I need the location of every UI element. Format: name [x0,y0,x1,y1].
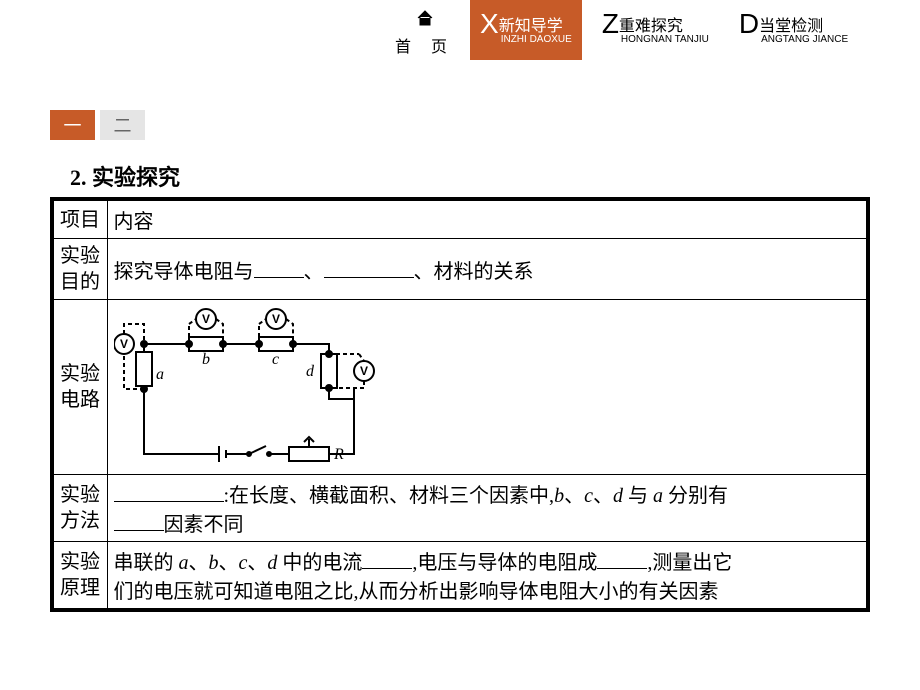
svg-text:V: V [119,337,127,351]
nav-home[interactable]: 首 页 [390,0,460,57]
nav-tab-pinyin: ANGTANG JIANCE [761,34,848,45]
nav-tab-cn: 重难探究 [619,12,683,36]
nav-tab-dangtang[interactable]: D 当堂检测 ANGTANG JIANCE [729,0,858,60]
blank-field [597,549,647,569]
svg-text:V: V [359,364,367,378]
row-method-label: 实验 方法 [52,475,107,542]
row-principle-content: 串联的 a、b、c、d 中的电流,电压与导体的电阻成,测量出它 们的电压就可知道… [107,542,868,611]
row-principle-label: 实验 原理 [52,542,107,611]
header-col2: 内容 [107,199,868,239]
row-circuit: 实验 电路 [52,300,868,475]
nav-tab-pinyin: INZHI DAOXUE [501,34,572,45]
section-tab-two[interactable]: 二 [100,110,145,140]
home-icon [390,10,460,31]
nav-tab-cn: 新知导学 [499,12,563,36]
nav-tab-big: D [739,8,759,40]
nav-tab-big: Z [602,8,619,40]
svg-text:R: R [333,446,344,463]
nav-tab-zhongnan[interactable]: Z 重难探究 HONGNAN TANJIU [592,0,719,60]
table-header-row: 项目 内容 [52,199,868,239]
circuit-diagram: a b c d R V V V V [114,304,384,464]
nav-tab-xinzhi[interactable]: X 新知导学 INZHI DAOXUE [470,0,582,60]
nav-tab-big: X [480,8,499,40]
blank-field [114,482,224,502]
experiment-table: 项目 内容 实验 目的 探究导体电阻与、、材料的关系 实验 电路 [50,197,870,612]
svg-text:V: V [271,312,279,326]
blank-field [362,549,412,569]
row-goal-label: 实验 目的 [52,239,107,300]
row-circuit-content: a b c d R V V V V [107,300,868,475]
nav-tab-cn: 当堂检测 [759,12,823,36]
blank-field [114,511,164,531]
nav-tab-pinyin: HONGNAN TANJIU [621,34,709,45]
blank-field [254,258,304,278]
row-method: 实验 方法 :在长度、横截面积、材料三个因素中,b、c、d 与 a 分别有 因素… [52,475,868,542]
top-nav: 首 页 X 新知导学 INZHI DAOXUE Z 重难探究 HONGNAN T… [0,0,920,80]
section-tabs: 一 二 [50,110,920,140]
page-heading: 2. 实验探究 [70,160,920,192]
row-goal-content: 探究导体电阻与、、材料的关系 [107,239,868,300]
svg-text:V: V [201,312,209,326]
svg-text:a: a [156,366,164,383]
row-goal: 实验 目的 探究导体电阻与、、材料的关系 [52,239,868,300]
svg-text:d: d [306,363,315,380]
section-tab-one[interactable]: 一 [50,110,95,140]
row-method-content: :在长度、横截面积、材料三个因素中,b、c、d 与 a 分别有 因素不同 [107,475,868,542]
row-circuit-label: 实验 电路 [52,300,107,475]
row-principle: 实验 原理 串联的 a、b、c、d 中的电流,电压与导体的电阻成,测量出它 们的… [52,542,868,611]
nav-home-label: 首 页 [390,33,460,57]
svg-text:b: b [202,351,210,368]
svg-text:c: c [272,351,279,368]
header-col1: 项目 [52,199,107,239]
blank-field [324,258,414,278]
